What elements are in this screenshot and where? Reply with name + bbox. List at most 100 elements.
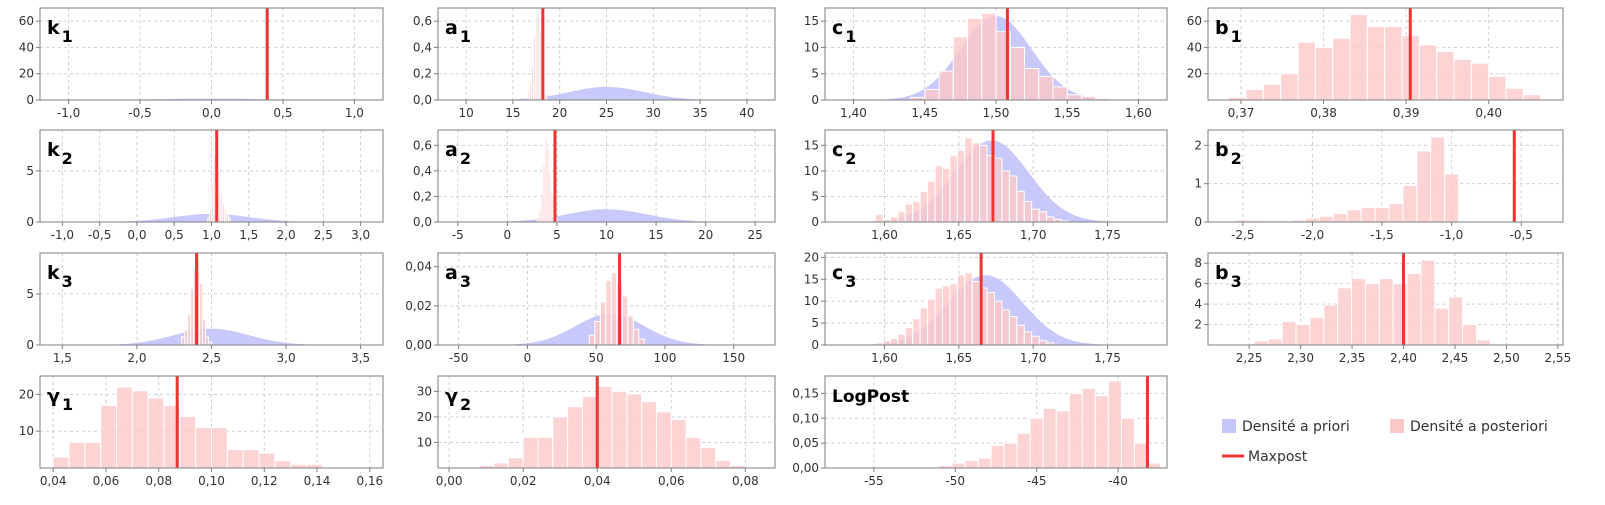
y-tick-label: 0 — [26, 338, 34, 352]
posterior-bar — [290, 463, 307, 468]
posterior-bar — [994, 157, 1003, 222]
y-tick-label: 30 — [417, 384, 432, 398]
panel-title-subscript: 2 — [845, 149, 856, 168]
plot-marks — [938, 376, 1161, 468]
posterior-bar — [1388, 203, 1404, 222]
posterior-bar — [1360, 206, 1376, 222]
x-tick-label: 2,50 — [1493, 351, 1520, 365]
y-tick-label: 0,0 — [413, 215, 432, 229]
y-tick-label: 0 — [811, 338, 819, 352]
x-tick-label: 0,06 — [93, 474, 120, 488]
posterior-bar — [205, 336, 210, 345]
posterior-bar — [977, 457, 992, 468]
plot-frame — [1207, 252, 1564, 346]
posterior-bar — [700, 447, 717, 468]
posterior-bar — [596, 385, 613, 468]
x-tick-label: 15 — [648, 228, 663, 242]
plot-marks — [1221, 130, 1516, 222]
x-tick-label: 0,40 — [1475, 106, 1502, 120]
posterior-bar — [1066, 94, 1082, 100]
posterior-bar — [927, 298, 936, 345]
plot-marks — [40, 253, 383, 345]
panel-title-symbol: a — [445, 17, 458, 39]
x-tick-label: 1,75 — [1094, 228, 1121, 242]
posterior-bar — [971, 142, 981, 222]
y-tick-label: 4 — [1194, 297, 1202, 311]
posterior-bar — [1430, 136, 1446, 222]
posterior-bar — [1001, 309, 1010, 345]
y-tick-label: 2 — [1194, 138, 1202, 152]
x-tick-label: -55 — [864, 474, 884, 488]
posterior-bar — [1055, 410, 1070, 468]
posterior-bar — [195, 427, 213, 468]
x-tick-label: 0,0 — [202, 106, 221, 120]
posterior-bar — [179, 415, 197, 468]
posterior-bar — [949, 283, 958, 345]
y-tick-label: 8 — [1194, 256, 1202, 270]
panel-title-symbol: c — [832, 139, 843, 161]
panel-title-subscript: 3 — [845, 272, 856, 291]
posterior-bar — [1420, 259, 1436, 345]
plot-marks — [438, 8, 775, 100]
x-tick-label: -50 — [449, 351, 469, 365]
x-tick-label: -2,0 — [1301, 228, 1324, 242]
legend-posterior-label: Densité a posteriori — [1410, 419, 1548, 435]
x-tick-label: 0,00 — [436, 474, 463, 488]
panel-title-symbol: k — [47, 262, 60, 284]
posterior-bar — [1281, 320, 1297, 345]
posterior-bar — [1023, 331, 1033, 345]
x-tick-label: 0,04 — [40, 474, 67, 488]
posterior-bar — [1522, 94, 1542, 100]
x-tick-label: -1,0 — [51, 228, 74, 242]
posterior-bar — [1031, 335, 1040, 345]
posterior-bar — [889, 337, 899, 345]
y-tick-label: 0,15 — [792, 386, 819, 400]
posterior-bar — [1068, 392, 1083, 468]
x-tick-label: 0,04 — [584, 474, 611, 488]
panel-title-subscript: 3 — [62, 272, 73, 291]
posterior-bar — [941, 167, 951, 222]
panel-13: 0,04 0,06 0,08 0,10 0,12 0,14 0,16 10 20 γ 1 — [19, 375, 384, 488]
x-tick-label: 2,25 — [1236, 351, 1263, 365]
panel-title-subscript: 2 — [1231, 149, 1242, 168]
x-tick-label: 0 — [504, 228, 512, 242]
panel-title-subscript: 1 — [845, 27, 856, 46]
y-tick-label: 0,0 — [413, 93, 432, 107]
y-tick-label: 10 — [804, 40, 819, 54]
y-tick-label: 0,2 — [413, 67, 432, 81]
posterior-bar — [897, 211, 906, 222]
panel-11: 1,60 1,65 1,70 1,75 0 5 10 15 20 c 3 — [804, 250, 1168, 365]
posterior-bar — [116, 386, 133, 468]
posterior-bar — [981, 12, 997, 100]
x-tick-label: 0,16 — [356, 474, 383, 488]
posterior-bar — [1016, 432, 1031, 468]
prior-density-area — [40, 328, 383, 345]
panel-title: LogPost — [832, 387, 909, 407]
posterior-bar — [952, 36, 968, 100]
x-tick-label: -1,0 — [1440, 228, 1463, 242]
posterior-bar — [632, 328, 640, 345]
posterior-bar — [1476, 339, 1491, 345]
legend-posterior-swatch — [1390, 419, 1404, 433]
posterior-bar — [938, 70, 954, 100]
y-tick-label: 6 — [1194, 277, 1202, 291]
y-tick-label: 0,05 — [792, 436, 819, 450]
x-tick-label: -1,5 — [1370, 228, 1393, 242]
x-tick-label: 50 — [589, 351, 604, 365]
posterior-bar — [68, 441, 86, 468]
panel-title-subscript: 1 — [1231, 27, 1242, 46]
x-tick-label: 0 — [524, 351, 532, 365]
posterior-bar — [1133, 442, 1148, 468]
x-tick-label: 2,35 — [1339, 351, 1366, 365]
posterior-bar — [1094, 395, 1109, 468]
x-tick-label: 1,65 — [945, 228, 972, 242]
panel-title-subscript: 3 — [1231, 272, 1242, 291]
posterior-bar — [226, 449, 244, 468]
posterior-bar — [1120, 417, 1135, 468]
x-tick-label: 1,5 — [239, 228, 258, 242]
x-tick-label: 0,08 — [732, 474, 759, 488]
posterior-bar — [986, 291, 996, 345]
